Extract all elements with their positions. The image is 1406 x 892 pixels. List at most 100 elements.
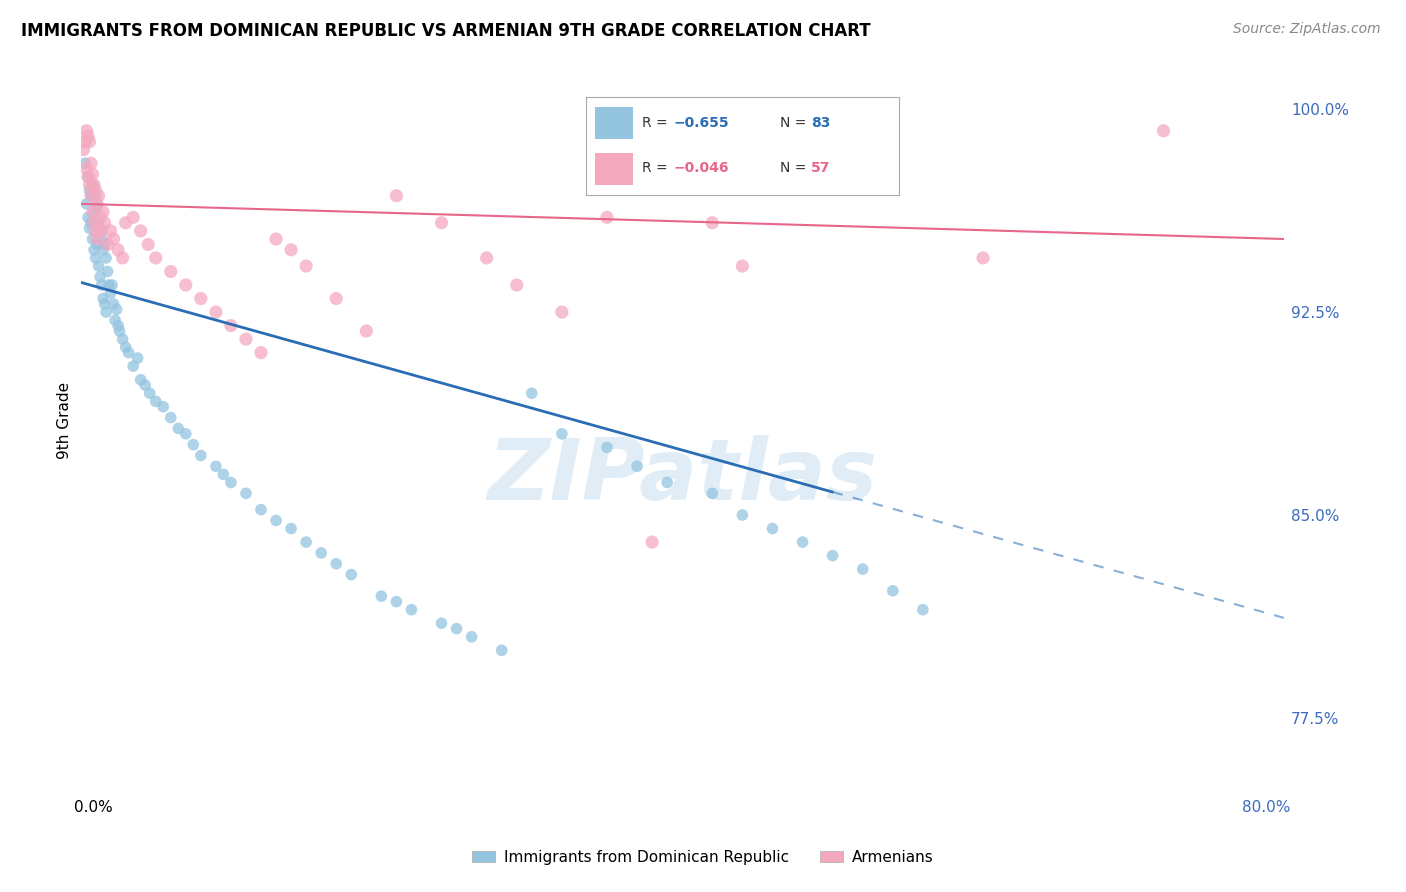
Point [93,216,115,230]
Point [446,622,468,636]
Point [83,243,105,257]
Point [77,129,100,144]
Point [97,264,120,278]
Point [551,305,574,319]
Point [97,237,120,252]
Point [491,643,513,657]
Point [460,630,482,644]
Text: ZIPatlas: ZIPatlas [486,435,877,518]
Point [205,459,228,474]
Point [84,188,107,202]
Point [235,332,257,346]
Point [385,188,408,202]
Point [340,567,363,582]
Point [90,232,112,246]
Point [174,278,197,293]
Point [145,251,167,265]
Point [972,251,994,265]
Point [792,535,814,549]
Point [219,318,242,333]
Point [89,224,111,238]
Point [205,305,228,319]
Point [79,178,101,192]
Y-axis label: 9th Grade: 9th Grade [58,382,72,458]
Point [911,603,934,617]
Text: 80.0%: 80.0% [1241,800,1289,815]
Point [183,437,205,451]
Point [77,169,100,184]
Point [190,449,212,463]
Point [73,135,96,149]
Point [80,188,103,202]
Point [72,143,94,157]
Point [117,345,139,359]
Point [475,251,498,265]
Point [295,259,318,273]
Point [506,278,529,293]
Point [80,188,103,202]
Point [93,297,115,311]
Point [138,386,160,401]
Point [136,237,159,252]
Point [129,373,152,387]
Point [86,200,108,214]
Point [702,216,724,230]
Point [83,205,105,219]
Point [90,224,112,238]
Point [79,221,101,235]
Point [190,292,212,306]
Point [80,156,103,170]
Point [385,594,408,608]
Point [107,243,129,257]
Point [98,278,121,293]
Point [309,546,332,560]
Point [174,426,197,441]
Point [103,297,125,311]
Point [295,535,318,549]
Point [111,332,134,346]
Point [114,340,136,354]
Point [596,441,619,455]
Point [122,211,145,225]
Point [370,589,392,603]
Legend: Immigrants from Dominican Republic, Armenians: Immigrants from Dominican Republic, Arme… [467,844,939,871]
Point [79,135,101,149]
Point [356,324,378,338]
Point [94,305,117,319]
Point [83,216,105,230]
Point [82,167,104,181]
Point [89,211,111,225]
Point [73,156,96,170]
Point [90,278,112,293]
Point [76,124,98,138]
Point [77,211,100,225]
Point [551,426,574,441]
Text: IMMIGRANTS FROM DOMINICAN REPUBLIC VS ARMENIAN 9TH GRADE CORRELATION CHART: IMMIGRANTS FROM DOMINICAN REPUBLIC VS AR… [21,22,870,40]
Text: Source: ZipAtlas.com: Source: ZipAtlas.com [1233,22,1381,37]
Point [91,205,114,219]
Point [82,232,104,246]
Point [159,410,181,425]
Point [702,486,724,500]
Point [91,292,114,306]
Point [103,232,125,246]
Point [84,183,107,197]
Point [250,345,273,359]
Point [84,224,107,238]
Point [104,313,127,327]
Point [93,237,115,252]
Point [111,251,134,265]
Point [852,562,875,576]
Point [100,224,122,238]
Point [212,467,235,482]
Point [235,486,257,500]
Point [596,211,619,225]
Point [87,216,110,230]
Point [821,549,844,563]
Point [76,161,98,176]
Point [1153,124,1175,138]
Point [761,522,783,536]
Point [108,324,131,338]
Point [280,522,302,536]
Point [127,351,149,365]
